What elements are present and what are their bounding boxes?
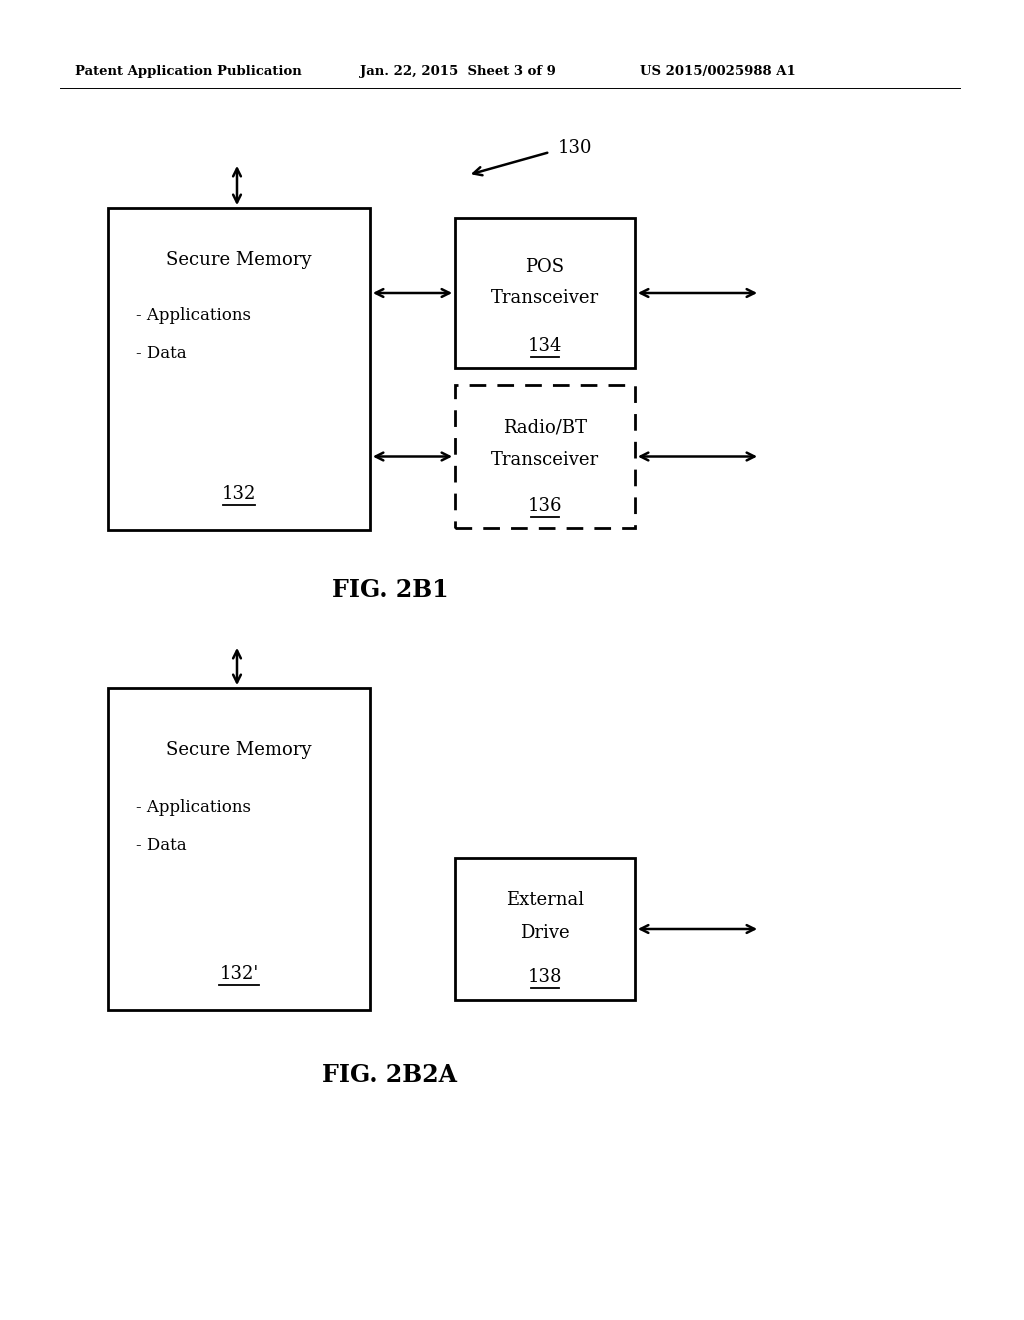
Text: External: External: [506, 891, 584, 909]
Text: FIG. 2B2A: FIG. 2B2A: [323, 1063, 458, 1086]
Bar: [455, 858, 635, 1001]
Bar: [108, 688, 370, 1010]
Text: Secure Memory: Secure Memory: [166, 251, 311, 269]
Text: 138: 138: [527, 968, 562, 986]
Text: 136: 136: [527, 498, 562, 515]
Text: Transceiver: Transceiver: [490, 289, 599, 308]
Text: - Data: - Data: [136, 837, 186, 854]
Bar: [108, 209, 370, 531]
Text: 130: 130: [558, 139, 593, 157]
Text: FIG. 2B1: FIG. 2B1: [332, 578, 449, 602]
Text: 132': 132': [219, 965, 259, 983]
Text: - Data: - Data: [136, 345, 186, 362]
Text: Secure Memory: Secure Memory: [166, 741, 311, 759]
Text: POS: POS: [525, 257, 564, 276]
Text: Drive: Drive: [520, 924, 569, 942]
Text: US 2015/0025988 A1: US 2015/0025988 A1: [640, 66, 796, 78]
Text: - Applications: - Applications: [136, 800, 251, 817]
Text: Transceiver: Transceiver: [490, 451, 599, 469]
Bar: [455, 385, 635, 528]
Text: 132: 132: [222, 484, 256, 503]
Text: Jan. 22, 2015  Sheet 3 of 9: Jan. 22, 2015 Sheet 3 of 9: [360, 66, 556, 78]
Text: Patent Application Publication: Patent Application Publication: [75, 66, 302, 78]
Bar: [455, 218, 635, 368]
Text: 134: 134: [527, 337, 562, 355]
Text: - Applications: - Applications: [136, 306, 251, 323]
Text: Radio/BT: Radio/BT: [503, 418, 587, 437]
